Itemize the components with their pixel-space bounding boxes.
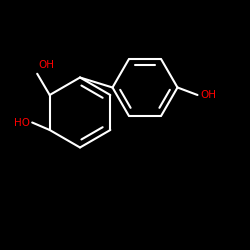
Text: OH: OH	[200, 90, 216, 100]
Text: OH: OH	[38, 60, 54, 70]
Text: HO: HO	[14, 118, 30, 128]
